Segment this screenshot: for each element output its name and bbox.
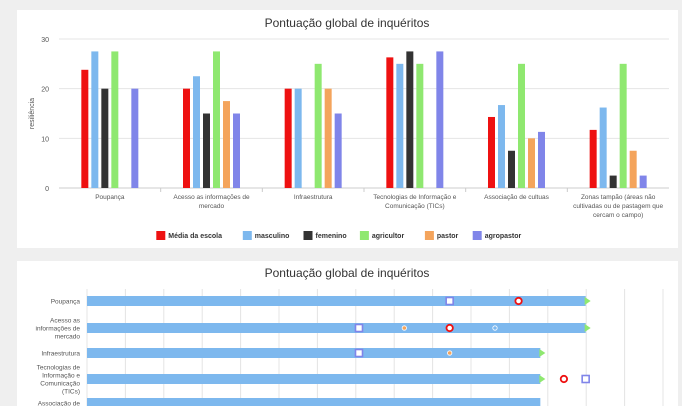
- bar-masculino: [193, 76, 200, 188]
- horizontal-bar-chart: Pontuação global de inquéritos Poupança Ac…: [17, 261, 678, 406]
- marker-masculino: [493, 326, 497, 330]
- bar-agropastor: [233, 114, 240, 189]
- chart-panel-horizontal: Pontuação global de inquéritos Poupança Ac…: [17, 261, 678, 406]
- chart-title: Pontuação global de inquéritos: [265, 266, 430, 280]
- legend-label: pastor: [437, 233, 459, 240]
- bar-média-da-escola: [81, 70, 88, 188]
- y-tick-label: Informação e: [42, 373, 80, 380]
- legend-swatch: [243, 231, 252, 240]
- legend-swatch: [304, 231, 313, 240]
- legend-swatch: [360, 231, 369, 240]
- x-tick-label: cultivadas ou de pastagem que: [573, 203, 663, 210]
- x-tick-label: mercado: [199, 203, 225, 210]
- y-tick-label: Acesso as: [50, 318, 81, 325]
- bar-pastor: [223, 101, 230, 188]
- x-tick-label: Acesso as informações de: [173, 194, 250, 201]
- legend-swatch: [425, 231, 434, 240]
- bar-femenino: [203, 114, 210, 189]
- y-tick-label: Associação de: [38, 401, 81, 406]
- bar-média-da-escola: [285, 89, 292, 188]
- bar-femenino: [610, 176, 617, 188]
- marker-pastor: [402, 326, 406, 330]
- bar-agricultor: [111, 51, 118, 188]
- bar-femenino: [101, 89, 108, 188]
- bar-agricultor: [416, 64, 423, 188]
- legend-label: agropastor: [485, 233, 522, 240]
- bar-pastor: [630, 151, 637, 188]
- y-tick-label: (TICs): [62, 389, 80, 396]
- bar-pastor: [325, 89, 332, 188]
- bar-masculino: [91, 51, 98, 188]
- bar-média-da-escola: [590, 130, 597, 188]
- bar-média-da-escola: [386, 57, 393, 188]
- y-tick-label: Tecnologias de: [37, 365, 81, 372]
- y-tick-label: 20: [41, 87, 49, 94]
- marker-média-da-escola: [561, 376, 567, 382]
- marker-agropastor: [356, 350, 363, 357]
- horizontal-bar: [87, 323, 586, 333]
- horizontal-bar: [87, 398, 540, 406]
- y-tick-label: 30: [41, 37, 49, 44]
- x-tick-label: cercam o campo): [593, 212, 643, 219]
- horizontal-bar: [87, 348, 540, 358]
- legend-swatch: [473, 231, 482, 240]
- bar-agropastor: [335, 114, 342, 189]
- bar-masculino: [498, 105, 505, 188]
- marker-agricultor: [539, 349, 545, 357]
- x-tick-label: Associação de cultuas: [484, 194, 549, 201]
- chart-title: Pontuação global de inquéritos: [265, 16, 430, 30]
- bar-agricultor: [213, 51, 220, 188]
- y-tick-label: Poupança: [51, 299, 81, 306]
- marker-média-da-escola: [446, 325, 452, 331]
- y-tick-label: Infraestrutura: [41, 351, 80, 358]
- bar-agricultor: [620, 64, 627, 188]
- x-tick-label: Infraestrutura: [294, 194, 333, 201]
- bar-agropastor: [131, 89, 138, 188]
- horizontal-bar: [87, 296, 586, 306]
- legend-label: femenino: [316, 233, 347, 240]
- marker-média-da-escola: [515, 298, 521, 304]
- marker-agropastor: [446, 298, 453, 305]
- marker-agropastor: [356, 325, 363, 332]
- horizontal-bar: [87, 374, 540, 384]
- x-tick-label: Tecnologias de Informação e: [373, 194, 456, 201]
- bar-masculino: [295, 89, 302, 188]
- x-tick-label: Comunicação (TICs): [385, 203, 445, 210]
- marker-agricultor: [585, 324, 591, 332]
- bar-média-da-escola: [183, 89, 190, 188]
- marker-pastor: [447, 351, 451, 355]
- y-axis-label: resiliência: [29, 98, 36, 129]
- bar-agricultor: [518, 64, 525, 188]
- legend-label: Média da escola: [168, 233, 222, 240]
- y-tick-label: 10: [41, 136, 49, 143]
- bar-pastor: [528, 138, 535, 188]
- x-tick-label: Zonas tampão (áreas não: [581, 194, 656, 201]
- bar-agropastor: [538, 132, 545, 188]
- y-tick-label: 0: [45, 186, 49, 193]
- bar-agropastor: [640, 176, 647, 188]
- bar-média-da-escola: [488, 117, 495, 188]
- legend-swatch: [156, 231, 165, 240]
- legend-label: masculino: [255, 233, 290, 240]
- bar-femenino: [406, 51, 413, 188]
- bar-masculino: [600, 108, 607, 188]
- bar-masculino: [396, 64, 403, 188]
- legend-label: agricultor: [372, 233, 405, 240]
- y-tick-label: Comunicação: [40, 381, 80, 388]
- chart-panel-vertical: Pontuação global de inquéritos 0 10 20 30 res…: [17, 10, 678, 248]
- y-tick-label: informações de: [36, 326, 81, 333]
- vertical-bar-chart: Pontuação global de inquéritos 0 10 20 30 res…: [17, 10, 678, 248]
- bar-agricultor: [315, 64, 322, 188]
- x-tick-label: Poupança: [95, 194, 125, 201]
- marker-agropastor: [582, 376, 589, 383]
- y-tick-label: mercado: [55, 334, 81, 341]
- bar-femenino: [508, 151, 515, 188]
- marker-agricultor: [539, 375, 545, 383]
- marker-agricultor: [585, 297, 591, 305]
- bar-agropastor: [436, 51, 443, 188]
